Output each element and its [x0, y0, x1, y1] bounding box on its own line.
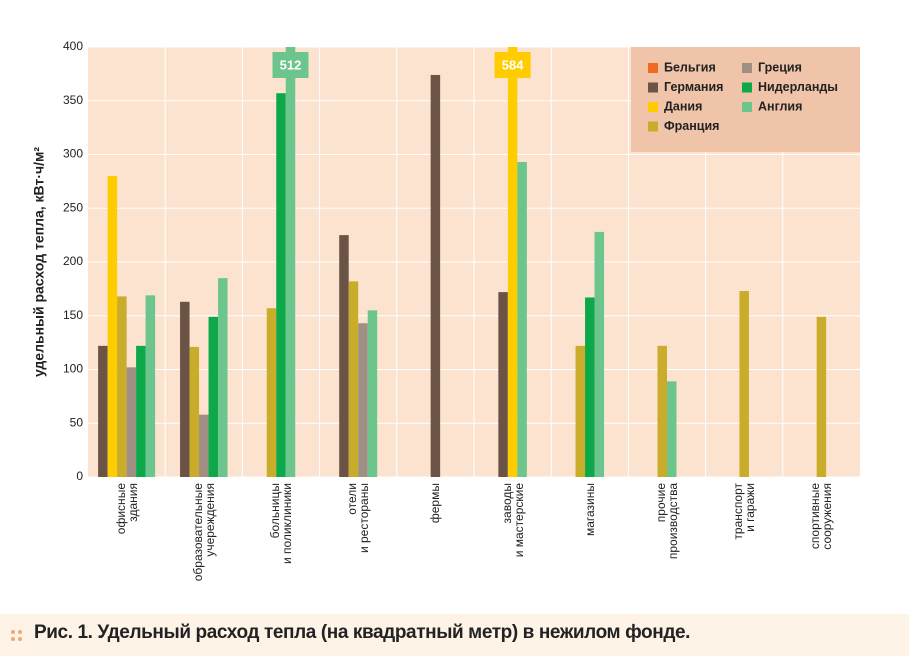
- overflow-label-box: [272, 52, 309, 78]
- caption-text: Удельный расход тепла (на квадратный мет…: [97, 622, 691, 643]
- bar: [657, 345, 667, 477]
- legend-swatch: [648, 102, 658, 112]
- bar: [276, 93, 286, 477]
- bar: [98, 345, 108, 477]
- bar: [816, 316, 827, 477]
- caption-band: [0, 614, 909, 656]
- bar: [339, 235, 349, 477]
- bars: [98, 47, 827, 477]
- y-tick-label: 200: [63, 254, 83, 268]
- caption-label: Рис. 1.: [34, 622, 93, 643]
- bar: [266, 308, 277, 477]
- bar: [208, 316, 219, 477]
- x-tick-label: магазины: [582, 483, 597, 537]
- caption-icon: [11, 630, 22, 641]
- y-tick-label: 250: [63, 200, 83, 214]
- legend-swatch: [648, 82, 658, 93]
- bar: [575, 345, 586, 477]
- overflow-label-box: [494, 52, 531, 78]
- x-tick-label: больницы и поликлиники: [268, 483, 294, 565]
- y-tick-label: 100: [63, 362, 83, 376]
- legend-label: Греция: [758, 60, 802, 74]
- bar: [285, 47, 296, 477]
- x-tick-label: прочие производства: [654, 483, 680, 560]
- legend-label: Дания: [664, 99, 702, 113]
- legend-label: Англия: [758, 99, 802, 113]
- y-tick-label: 50: [70, 415, 84, 429]
- x-tick-label: образовательные учереждения: [190, 483, 217, 582]
- y-tick-label: 350: [63, 93, 83, 107]
- legend-swatch: [742, 102, 752, 112]
- y-tick-label: 300: [63, 147, 83, 161]
- y-axis-label: удельный расход тепла, кВт·ч/м²: [31, 147, 47, 377]
- y-tick-label: 0: [76, 469, 83, 483]
- x-tick-label: спортивные сооружения: [808, 483, 835, 550]
- legend-label: Нидерланды: [758, 80, 838, 94]
- legend-swatch: [648, 63, 658, 73]
- bar: [180, 301, 190, 477]
- x-tick-label: заводы и мастерские: [499, 483, 526, 558]
- bar: [358, 323, 368, 477]
- bar: [739, 291, 749, 477]
- legend-swatch: [742, 63, 752, 73]
- x-tick-label: фермы: [428, 483, 443, 524]
- caption: Рис. 1. Удельный расход тепла (на квадра…: [34, 622, 690, 644]
- x-tick-label: офисные здания: [113, 483, 140, 535]
- bar: [367, 310, 378, 477]
- bar: [136, 345, 146, 477]
- legend-label: Бельгия: [664, 60, 716, 74]
- overflow-label: 512: [280, 57, 302, 72]
- legend-label: Германия: [664, 80, 723, 94]
- bar: [145, 295, 156, 477]
- legend-label: Франция: [664, 119, 719, 133]
- y-tick-label: 150: [63, 308, 83, 322]
- legend-swatch: [742, 82, 752, 93]
- chart: удельный расход тепла, кВт·ч/м² 0 50 100 15…: [31, 39, 860, 483]
- bar: [585, 297, 595, 477]
- x-tick-label: отели и рестораны: [345, 483, 372, 554]
- bar: [594, 231, 605, 477]
- legend-swatch: [648, 121, 658, 132]
- bar: [667, 381, 677, 477]
- bar: [430, 74, 441, 477]
- bar: [348, 281, 359, 477]
- bar: [199, 414, 209, 477]
- bar: [517, 162, 527, 477]
- bar: [117, 296, 127, 477]
- x-tick-label: транспорт и гаражи: [731, 483, 758, 540]
- bar: [126, 367, 137, 477]
- bar: [498, 292, 508, 477]
- y-tick-label: 400: [63, 39, 83, 53]
- bar: [107, 176, 118, 477]
- overflow-label: 584: [502, 57, 524, 72]
- bar: [507, 47, 518, 477]
- bar: [189, 346, 200, 477]
- bar: [218, 278, 228, 477]
